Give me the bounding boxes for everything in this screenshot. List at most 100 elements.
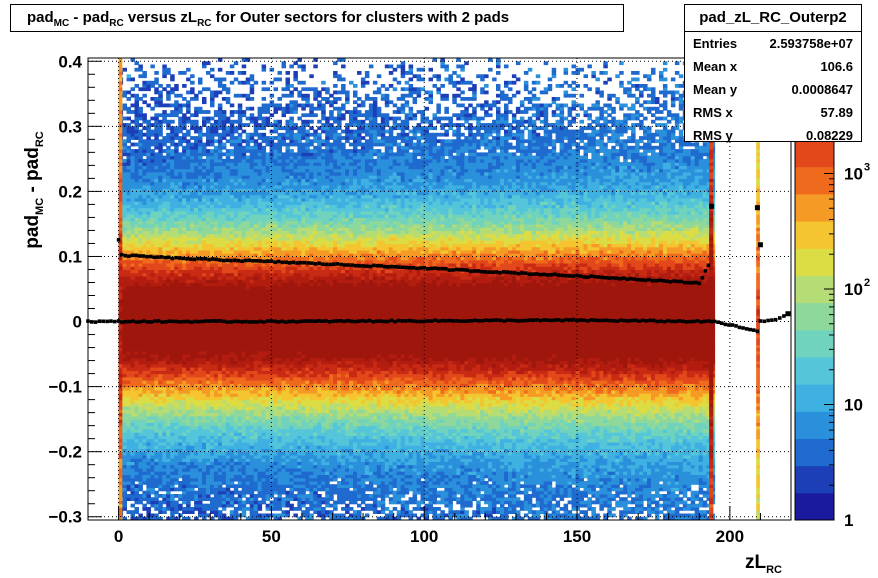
heatmap-cell	[229, 415, 235, 420]
heatmap-cell	[202, 204, 207, 209]
heatmap-cell	[221, 422, 227, 427]
heatmap-cell	[126, 233, 131, 238]
heatmap-cell	[273, 171, 278, 176]
heatmap-cell	[210, 269, 215, 274]
heatmap-cell	[130, 178, 135, 183]
heatmap-cell	[138, 214, 143, 218]
heatmap-cell	[174, 415, 179, 420]
heatmap-cell	[182, 458, 187, 462]
heatmap-cell	[146, 295, 151, 300]
heatmap-cell	[202, 458, 207, 462]
heatmap-cell	[229, 380, 235, 384]
heatmap-cell	[178, 445, 183, 449]
heatmap-cell	[273, 376, 278, 381]
heatmap-cell	[162, 419, 167, 423]
heatmap-cell	[221, 412, 227, 417]
heatmap-cell	[221, 233, 227, 238]
heatmap-cell	[146, 292, 151, 297]
heatmap-cell	[257, 136, 263, 140]
heatmap-cell	[245, 250, 251, 254]
heatmap-cell	[225, 454, 231, 459]
heatmap-cell	[138, 145, 143, 150]
heatmap-cell	[269, 302, 275, 306]
heatmap-cell	[154, 158, 159, 163]
heatmap-cell	[134, 415, 139, 420]
heatmap-cell	[273, 357, 278, 362]
heatmap-cell	[130, 250, 135, 254]
heatmap-cell	[134, 243, 139, 248]
heatmap-cell	[162, 399, 167, 404]
heatmap-cell	[190, 214, 195, 218]
heatmap-cell	[198, 142, 203, 147]
heatmap-cell	[241, 454, 247, 459]
heatmap-cell	[257, 276, 263, 280]
heatmap-cell	[158, 422, 163, 427]
heatmap-cell	[261, 223, 267, 228]
heatmap-cell	[142, 236, 147, 241]
heatmap-cell	[265, 380, 271, 384]
heatmap-cell	[142, 308, 147, 313]
heatmap-cell	[186, 175, 191, 179]
heatmap-cell	[237, 438, 243, 443]
heatmap-cell	[138, 263, 143, 267]
heatmap-cell	[229, 165, 235, 170]
heatmap-cell	[241, 240, 247, 244]
heatmap-cell	[126, 162, 131, 166]
heatmap-cell	[217, 292, 223, 297]
heatmap-cell	[229, 158, 235, 163]
heatmap-cell	[162, 67, 167, 72]
heatmap-cell	[245, 155, 251, 160]
heatmap-cell	[210, 311, 215, 316]
heatmap-cell	[142, 158, 147, 163]
heatmap-cell	[166, 285, 171, 290]
heatmap-cell	[186, 315, 191, 319]
heatmap-cell	[142, 311, 147, 316]
heatmap-cell	[213, 454, 219, 459]
heatmap-cell	[233, 171, 239, 176]
heatmap-cell	[142, 74, 147, 79]
heatmap-cell	[138, 435, 143, 440]
heatmap-cell	[241, 256, 247, 261]
heatmap-cell	[273, 490, 278, 495]
heatmap-cell	[217, 386, 223, 391]
heatmap-cell	[186, 302, 191, 306]
heatmap-cell	[225, 126, 231, 131]
heatmap-cell	[221, 188, 227, 192]
heatmap-cell	[134, 279, 139, 283]
heatmap-cell	[245, 360, 251, 365]
heatmap-cell	[126, 139, 131, 144]
heatmap-cell	[245, 467, 251, 472]
heatmap-cell	[221, 308, 227, 313]
heatmap-cell	[210, 285, 215, 290]
heatmap-cell	[202, 266, 207, 270]
heatmap-cell	[261, 344, 267, 349]
heatmap-cell	[202, 412, 207, 417]
heatmap-cell	[217, 412, 223, 417]
heatmap-cell	[265, 165, 271, 170]
heatmap-cell	[166, 477, 171, 482]
heatmap-cell	[261, 490, 267, 495]
heatmap-cell	[253, 380, 259, 384]
heatmap-cell	[245, 139, 251, 144]
heatmap-cell	[122, 292, 127, 297]
heatmap-cell	[217, 272, 223, 277]
heatmap-cell	[194, 233, 199, 238]
heatmap-cell	[186, 360, 191, 365]
heatmap-cell	[126, 145, 131, 150]
heatmap-cell	[146, 458, 151, 462]
heatmap-cell	[273, 438, 278, 443]
heatmap-cell	[217, 461, 223, 466]
heatmap-cell	[146, 168, 151, 173]
heatmap-cell	[134, 263, 139, 267]
heatmap-cell	[138, 451, 143, 456]
heatmap-cell	[190, 399, 195, 404]
heatmap-cell	[142, 451, 147, 456]
heatmap-cell	[134, 100, 139, 105]
heatmap-cell	[162, 487, 167, 492]
heatmap-cell	[194, 428, 199, 433]
heatmap-cell	[190, 207, 195, 212]
heatmap-cell	[273, 334, 278, 339]
heatmap-cell	[221, 516, 227, 521]
heatmap-cell	[198, 162, 203, 166]
heatmap-cell	[261, 171, 267, 176]
